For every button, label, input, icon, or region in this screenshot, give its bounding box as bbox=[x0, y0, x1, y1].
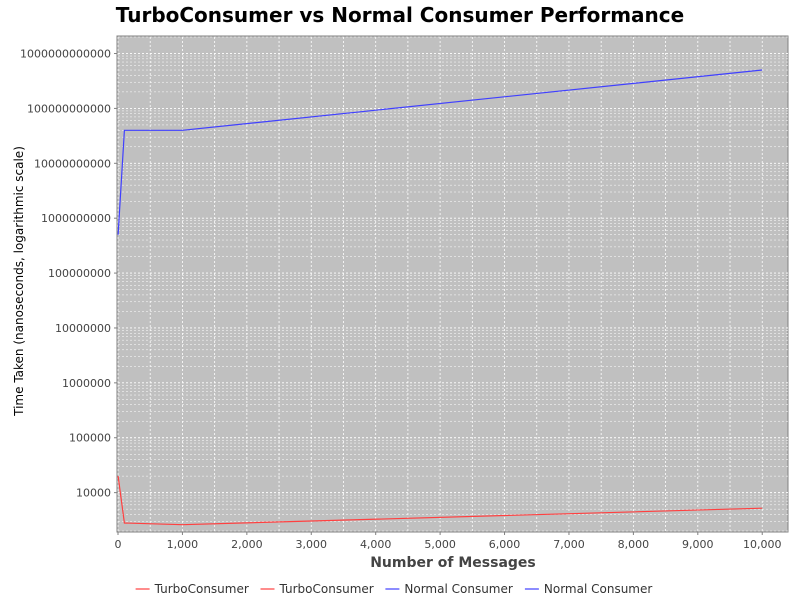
y-tick-label: 10000 bbox=[76, 487, 111, 500]
series-lines bbox=[117, 69, 763, 526]
y-tick-label: 100000000 bbox=[48, 267, 111, 280]
x-tick-label: 6,000 bbox=[489, 538, 521, 551]
x-tick-label: 0 bbox=[115, 538, 122, 551]
y-tick-label: 1000000000 bbox=[41, 212, 111, 225]
chart-title: TurboConsumer vs Normal Consumer Perform… bbox=[116, 3, 684, 27]
legend-label: TurboConsumer bbox=[154, 582, 249, 596]
y-tick-label: 100000000000 bbox=[27, 102, 111, 115]
series-line-normal-consumer bbox=[117, 69, 763, 235]
x-tick-label: 3,000 bbox=[296, 538, 328, 551]
x-tick-label: 2,000 bbox=[231, 538, 263, 551]
y-tick-label: 100000 bbox=[69, 432, 111, 445]
legend-label: Normal Consumer bbox=[544, 582, 652, 596]
x-tick-label: 8,000 bbox=[618, 538, 650, 551]
legend-label: Normal Consumer bbox=[404, 582, 512, 596]
x-tick-label: 5,000 bbox=[424, 538, 456, 551]
y-tick-label: 1000000 bbox=[62, 377, 111, 390]
series-line-turboconsumer bbox=[117, 476, 763, 526]
plot-area bbox=[116, 35, 789, 533]
y-tick-label: 10000000000 bbox=[34, 157, 111, 170]
legend-label: TurboConsumer bbox=[279, 582, 374, 596]
y-tick-label: 1000000000000 bbox=[20, 48, 111, 61]
axis-ticks: 0 1,000 2,000 3,000 4,000 5,000 6,000 7,000 8,00… bbox=[20, 48, 781, 551]
x-tick-label: 4,000 bbox=[360, 538, 392, 551]
legend: TurboConsumer TurboConsumer Normal Consume… bbox=[135, 582, 652, 596]
y-axis-label: Time Taken (nanoseconds, logarithmic sca… bbox=[12, 146, 26, 417]
x-tick-label: 7,000 bbox=[553, 538, 585, 551]
x-tick-label: 10,000 bbox=[743, 538, 782, 551]
y-tick-label: 10000000 bbox=[55, 322, 111, 335]
x-tick-label: 1,000 bbox=[167, 538, 199, 551]
x-axis-label: Number of Messages bbox=[370, 555, 536, 571]
x-tick-label: 9,000 bbox=[682, 538, 714, 551]
